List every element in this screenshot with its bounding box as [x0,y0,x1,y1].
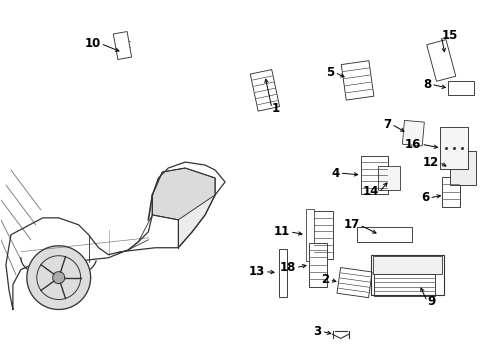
Bar [361,156,389,194]
Bar [306,209,314,261]
Text: 11: 11 [273,225,290,238]
Text: 13: 13 [248,265,265,278]
Polygon shape [152,168,215,248]
Bar [341,61,374,100]
Bar [250,69,280,111]
Bar [427,40,456,81]
Bar [372,256,442,274]
Text: 4: 4 [331,167,340,180]
Bar [113,32,132,59]
Text: 18: 18 [279,261,296,274]
Bar [373,274,435,296]
Text: 12: 12 [423,156,439,168]
Text: 3: 3 [314,325,322,338]
Text: 15: 15 [441,29,458,42]
Bar [448,81,474,95]
Text: 10: 10 [84,37,100,50]
Bar [442,177,460,207]
Bar [357,227,412,242]
Text: 6: 6 [421,192,429,204]
Polygon shape [152,168,215,220]
Text: 1: 1 [272,102,280,115]
Text: 17: 17 [343,218,360,231]
Bar [279,249,287,297]
Bar [309,243,327,287]
Text: 8: 8 [423,78,431,91]
Polygon shape [53,272,65,284]
Bar [378,166,400,190]
Bar [450,151,476,185]
Bar [313,211,333,259]
Bar [370,255,444,294]
Text: 9: 9 [427,295,436,308]
Text: 2: 2 [321,273,330,286]
Polygon shape [27,246,91,310]
Text: 7: 7 [383,118,392,131]
Bar [440,127,468,169]
Bar [402,120,424,146]
Text: 5: 5 [326,66,335,79]
Bar [337,267,372,298]
Text: 14: 14 [363,185,379,198]
Text: 16: 16 [405,138,421,150]
